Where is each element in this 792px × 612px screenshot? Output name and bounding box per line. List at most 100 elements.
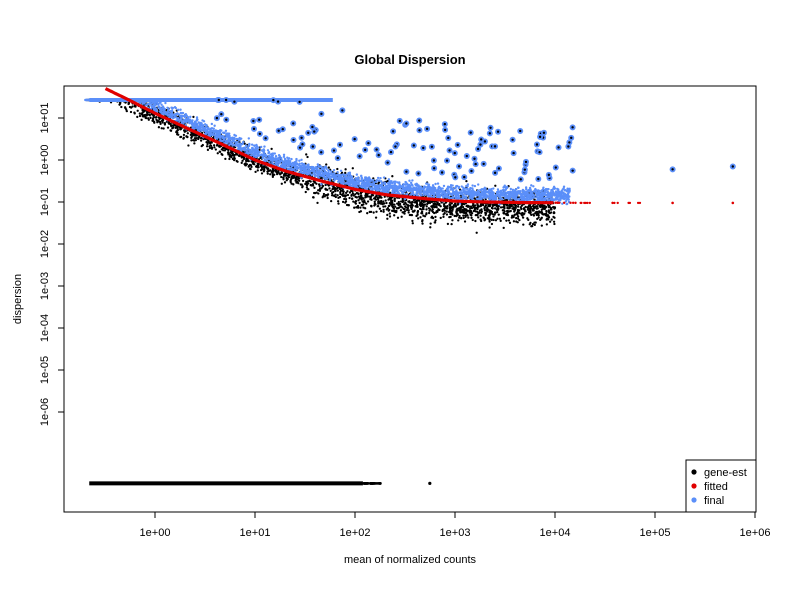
final-point (469, 192, 472, 195)
gene-est-point (280, 171, 284, 174)
final-point (457, 186, 461, 190)
final-point (477, 191, 481, 195)
gene-est-point (453, 202, 457, 205)
gene-est-point (259, 156, 262, 159)
final-point (454, 194, 458, 197)
final-point (520, 194, 523, 197)
final-point (373, 187, 376, 191)
gene-est-point (519, 206, 522, 209)
gene-est-point (143, 113, 147, 117)
final-point (160, 103, 163, 106)
final-point (371, 188, 374, 191)
final-point (482, 188, 485, 191)
gene-est-point (421, 212, 424, 215)
gene-est-point (133, 105, 137, 108)
final-point (262, 148, 265, 151)
gene-est-point (343, 197, 346, 201)
gene-est-point (206, 142, 209, 146)
gene-est-point (553, 222, 556, 226)
gene-est-point (138, 114, 142, 118)
gene-est-point (541, 205, 544, 209)
final-point (179, 108, 182, 111)
gene-est-point (553, 206, 557, 209)
final-point (537, 196, 540, 200)
gene-est-point (505, 213, 508, 216)
gene-est-point (326, 188, 329, 192)
gene-est-point (364, 196, 367, 199)
gene-est-point (470, 214, 473, 217)
final-point (560, 194, 563, 197)
final-point (408, 179, 411, 182)
gene-est-point (482, 203, 485, 207)
final-point (306, 172, 310, 176)
gene-est-point (240, 161, 243, 164)
gene-est-point (456, 212, 459, 215)
final-point (325, 167, 328, 170)
final-point (204, 130, 208, 133)
final-point (527, 190, 530, 193)
gene-est-point (244, 164, 247, 167)
gene-est-point (409, 213, 412, 217)
final-point (204, 132, 208, 135)
final-point (366, 180, 370, 184)
final-point (231, 144, 234, 147)
gene-est-point (399, 200, 403, 203)
final-point (178, 114, 182, 117)
final-point (156, 103, 159, 106)
gene-est-point (340, 193, 344, 196)
final-point (85, 98, 89, 102)
gene-est-point (382, 208, 385, 212)
gene-est-point (330, 194, 334, 197)
gene-est-point (357, 195, 360, 198)
final-point (247, 137, 251, 140)
gene-est-point (480, 219, 483, 223)
final-point (245, 144, 248, 148)
final-point (235, 137, 239, 141)
final-point (450, 193, 453, 196)
gene-est-point (141, 113, 144, 117)
gene-est-point (362, 200, 366, 204)
final-point (295, 168, 299, 171)
gene-est-point (348, 191, 352, 194)
gene-est-point (285, 179, 288, 182)
gene-est-point (449, 209, 452, 213)
gene-est-point (410, 206, 414, 209)
gene-est-point (158, 118, 161, 121)
gene-est-point (461, 205, 465, 209)
gene-est-point (329, 189, 332, 193)
gene-est-point (206, 148, 210, 151)
gene-est-point (388, 212, 391, 215)
gene-est-point (534, 212, 537, 215)
gene-est-point (496, 210, 499, 214)
gene-est-point (129, 110, 133, 114)
final-point (300, 158, 303, 162)
gene-est-point (330, 200, 333, 203)
gene-est-point (182, 133, 186, 137)
final-point (565, 198, 568, 202)
gene-est-point (381, 202, 384, 206)
gene-est-point (412, 198, 416, 202)
gene-est-point (368, 195, 371, 198)
final-point (452, 190, 455, 193)
gene-est-point (346, 193, 350, 197)
gene-est-point (205, 145, 209, 148)
final-point (273, 157, 277, 161)
gene-est-point (372, 211, 375, 214)
gene-est-point (294, 178, 298, 181)
gene-est-point (125, 108, 128, 111)
gene-est-point (445, 210, 448, 213)
gene-est-point (553, 216, 556, 219)
final-point (546, 190, 549, 193)
gene-est-point (492, 215, 495, 218)
gene-est-point (470, 216, 473, 219)
final-point (446, 192, 450, 195)
final-point (540, 196, 544, 199)
final-point (398, 181, 401, 184)
gene-est-point (354, 195, 357, 199)
gene-est-point (474, 206, 477, 210)
gene-est-point (366, 212, 369, 215)
gene-est-point (337, 202, 340, 205)
final-point (261, 156, 264, 160)
gene-est-point (305, 153, 308, 156)
final-point (355, 179, 358, 182)
